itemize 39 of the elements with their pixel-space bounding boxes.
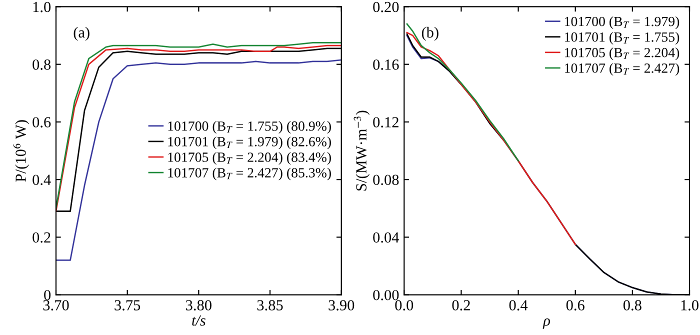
legend-label: 101705 (B$_{T}$ = 2.204) (83.4%) xyxy=(168,152,331,165)
y-tick-label: 0.12 xyxy=(373,117,398,128)
legend-label: 101701 (B$_{T}$ = 1.755) xyxy=(565,32,680,45)
x-axis-title: ρ xyxy=(542,318,550,329)
y-axis-title: P/(10$^{6}$ W) xyxy=(13,120,30,182)
y-tick-label: 1.0 xyxy=(33,2,51,12)
annotation: (a) xyxy=(74,26,90,41)
x-tick-label: 3.80 xyxy=(186,300,212,310)
y-tick-label: 0 xyxy=(44,290,51,300)
y-tick-label: 0.08 xyxy=(373,174,399,186)
y-tick-label: 0.00 xyxy=(373,290,399,300)
y-tick-label: 0.04 xyxy=(373,232,400,243)
annotation: (b) xyxy=(422,26,438,41)
y-axis-title: S/(MW·m$^{−3}$) xyxy=(354,110,370,191)
x-tick-label: 3.85 xyxy=(257,300,283,310)
legend-label: 101701 (B$_{T}$ = 1.979) (82.6%) xyxy=(168,136,331,150)
x-axis-title: t/s xyxy=(192,315,206,326)
x-tick-label: 0.6 xyxy=(566,300,584,310)
x-tick-label: 0.4 xyxy=(509,300,528,310)
x-tick-label: 3.75 xyxy=(114,300,140,310)
y-tick-label: 0.20 xyxy=(373,2,399,12)
x-tick-label: 0.2 xyxy=(452,300,470,310)
y-tick-label: 0.6 xyxy=(32,117,51,128)
y-tick-label: 0.2 xyxy=(32,232,50,243)
x-tick-label: 0.8 xyxy=(623,300,642,310)
line-series xyxy=(56,59,342,261)
y-tick-label: 0.16 xyxy=(373,59,399,70)
legend-label: 101707 (B$_{T}$ = 2.427) (85.3%) xyxy=(168,168,331,180)
line-series xyxy=(406,23,519,162)
y-tick-label: 0.8 xyxy=(32,59,51,70)
legend-label: 101707 (B$_{T}$ = 2.427) xyxy=(565,63,680,76)
y-tick-label: 0.4 xyxy=(32,174,51,186)
x-tick-label: 3.70 xyxy=(43,300,69,310)
legend-label: 101700 (B$_{T}$ = 1.979) xyxy=(565,16,680,30)
x-tick-label: 1.0 xyxy=(681,300,698,310)
x-tick-label: 3.90 xyxy=(328,300,354,310)
x-tick-label: 0.0 xyxy=(395,300,414,310)
legend-label: 101700 (B$_{T}$ = 1.755) (80.9%) xyxy=(168,121,331,134)
legend-label: 101705 (B$_{T}$ = 2.204) xyxy=(565,48,680,60)
